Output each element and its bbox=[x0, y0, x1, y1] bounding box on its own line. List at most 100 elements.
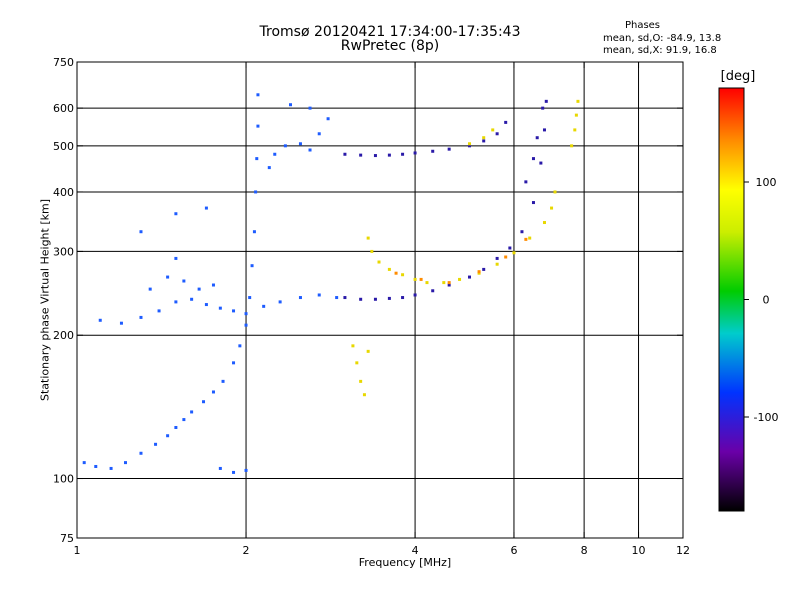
data-point bbox=[531, 157, 535, 161]
data-point bbox=[283, 144, 287, 148]
colorbar-tick-label: -100 bbox=[754, 411, 779, 424]
data-point bbox=[298, 142, 302, 146]
data-point bbox=[98, 318, 102, 322]
data-point bbox=[256, 124, 260, 128]
data-point bbox=[482, 267, 486, 271]
data-point bbox=[308, 148, 312, 152]
data-point bbox=[335, 296, 339, 300]
data-point bbox=[495, 262, 499, 266]
data-point bbox=[317, 132, 321, 136]
data-point bbox=[148, 287, 152, 291]
data-point bbox=[355, 361, 359, 365]
data-point bbox=[542, 128, 546, 132]
data-point bbox=[401, 296, 405, 300]
data-point bbox=[182, 279, 186, 283]
data-point bbox=[308, 106, 312, 110]
data-point bbox=[326, 117, 330, 121]
data-point bbox=[182, 418, 186, 422]
data-point bbox=[431, 149, 435, 153]
data-point bbox=[174, 256, 178, 260]
data-point bbox=[119, 321, 123, 325]
data-point bbox=[232, 361, 236, 365]
y-tick-label: 300 bbox=[53, 245, 74, 258]
data-point bbox=[553, 190, 557, 194]
data-point bbox=[447, 147, 451, 151]
data-point bbox=[190, 297, 194, 301]
data-point bbox=[218, 466, 222, 470]
data-point bbox=[576, 99, 580, 103]
data-point bbox=[535, 136, 539, 140]
colorbar-unit-label: [deg] bbox=[720, 69, 756, 84]
data-point bbox=[401, 152, 405, 156]
data-point bbox=[359, 297, 363, 301]
data-point bbox=[373, 154, 377, 158]
x-tick-label: 10 bbox=[632, 544, 646, 557]
data-point bbox=[244, 468, 248, 472]
data-point bbox=[573, 128, 577, 132]
data-point bbox=[550, 206, 554, 210]
data-point bbox=[482, 139, 486, 143]
data-point bbox=[359, 379, 363, 383]
data-point bbox=[211, 283, 215, 287]
data-point bbox=[544, 99, 548, 103]
data-point bbox=[244, 312, 248, 316]
data-point bbox=[482, 136, 486, 140]
data-point bbox=[570, 144, 574, 148]
data-point bbox=[495, 132, 499, 136]
data-point bbox=[387, 267, 391, 271]
data-point bbox=[531, 201, 535, 205]
x-tick-label: 6 bbox=[510, 544, 517, 557]
data-point bbox=[458, 277, 462, 281]
data-point bbox=[343, 296, 347, 300]
data-point bbox=[248, 296, 252, 300]
data-point bbox=[528, 236, 532, 240]
data-point bbox=[273, 152, 277, 156]
y-tick-label: 500 bbox=[53, 140, 74, 153]
x-tick-label: 8 bbox=[581, 544, 588, 557]
data-point bbox=[377, 260, 381, 264]
data-point bbox=[244, 323, 248, 327]
data-point bbox=[504, 255, 508, 259]
data-point bbox=[351, 344, 355, 348]
data-point bbox=[254, 190, 258, 194]
data-point bbox=[343, 152, 347, 156]
data-point bbox=[255, 157, 259, 161]
data-point bbox=[431, 289, 435, 293]
data-point bbox=[447, 281, 451, 285]
data-point bbox=[467, 142, 471, 146]
data-point bbox=[204, 303, 208, 307]
data-point bbox=[442, 281, 446, 285]
data-point bbox=[94, 464, 98, 468]
data-point bbox=[542, 221, 546, 225]
data-point bbox=[524, 237, 528, 241]
data-point bbox=[413, 151, 417, 155]
data-point bbox=[495, 256, 499, 260]
plot-frame bbox=[76, 61, 684, 539]
colorbar bbox=[718, 87, 745, 512]
data-point bbox=[256, 93, 260, 97]
data-point bbox=[139, 451, 143, 455]
data-point bbox=[123, 461, 127, 465]
data-point bbox=[539, 161, 543, 165]
data-point bbox=[491, 128, 495, 132]
data-point bbox=[362, 393, 366, 397]
data-point bbox=[366, 349, 370, 353]
y-tick-label: 400 bbox=[53, 186, 74, 199]
y-tick-label: 75 bbox=[60, 532, 74, 545]
data-point bbox=[413, 277, 417, 281]
data-point bbox=[298, 296, 302, 300]
x-tick-label: 2 bbox=[243, 544, 250, 557]
chart-subtitle: RwPretec (8p) bbox=[340, 38, 440, 54]
data-point bbox=[477, 271, 481, 275]
data-point bbox=[154, 442, 158, 446]
data-point bbox=[267, 166, 271, 170]
data-point bbox=[82, 461, 86, 465]
data-point bbox=[252, 230, 256, 234]
data-point bbox=[139, 315, 143, 319]
y-tick-label: 200 bbox=[53, 329, 74, 342]
data-point bbox=[574, 113, 578, 117]
data-point bbox=[541, 106, 545, 110]
data-point bbox=[317, 293, 321, 297]
data-point bbox=[373, 297, 377, 301]
x-axis-label: Frequency [MHz] bbox=[358, 556, 452, 569]
